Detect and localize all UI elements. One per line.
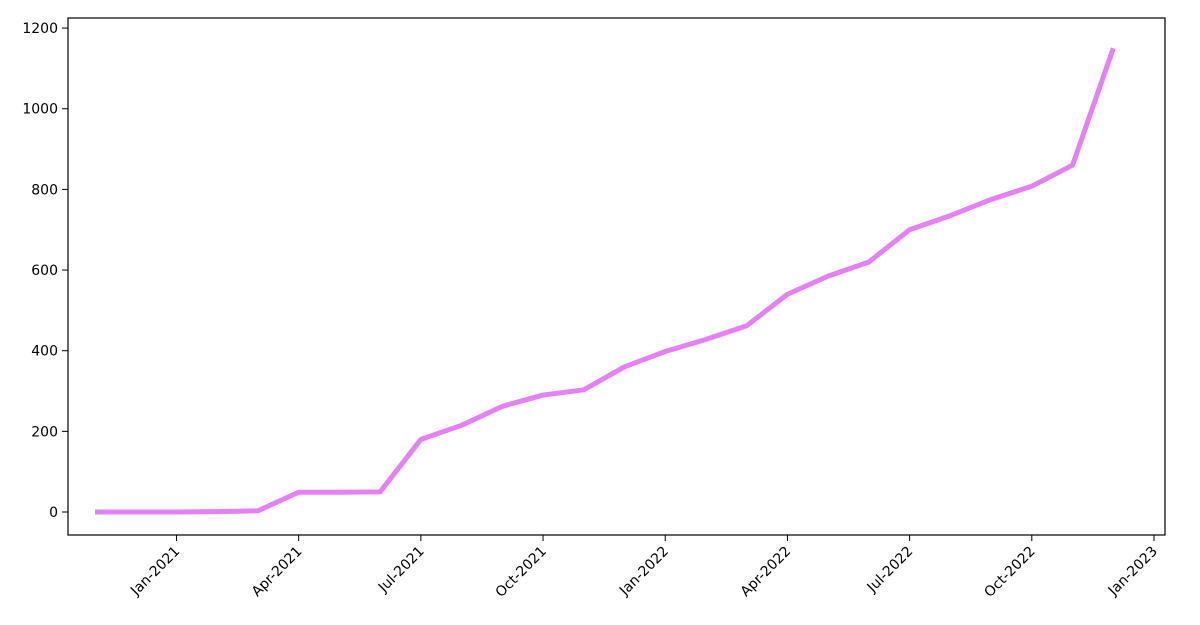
x-tick-label: Jan-2022 [616,544,672,600]
plot-frame [67,17,1166,536]
data-line [95,47,1116,515]
x-tick-label: Jul-2022 [864,544,917,597]
x-tick-label: Oct-2021 [493,544,550,601]
x-tick-label: Jan-2021 [127,544,183,600]
y-tick-label: 0 [49,505,58,521]
y-tick-label: 800 [31,182,58,198]
x-tick-label: Apr-2021 [249,544,306,601]
x-tick-label: Jan-2023 [1105,544,1161,600]
y-tick-label: 1000 [22,102,58,118]
x-tick-label: Oct-2022 [981,544,1038,601]
y-tick-label: 200 [31,424,58,440]
y-tick-label: 1200 [22,21,58,37]
y-tick-label: 600 [31,263,58,279]
y-tick-label: 400 [31,344,58,360]
x-tick-label: Jul-2021 [375,544,428,597]
x-tick-label: Apr-2022 [738,544,795,601]
